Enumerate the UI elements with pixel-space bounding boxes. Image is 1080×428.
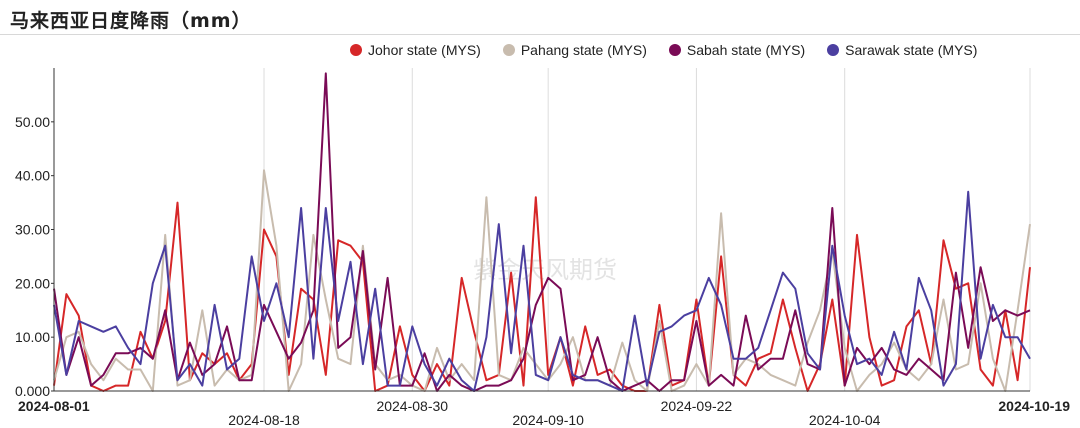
- title-divider: [0, 34, 1080, 35]
- y-tick-label-0: 0.000: [15, 383, 50, 399]
- legend-label-johor: Johor state (MYS): [368, 42, 481, 58]
- legend-item-johor[interactable]: Johor state (MYS): [350, 42, 481, 58]
- legend-marker-johor: [350, 44, 362, 56]
- legend-marker-pahang: [502, 44, 515, 56]
- grid-lines: [263, 68, 1031, 391]
- series-line-sabah: [53, 72, 1031, 392]
- series-line-johor: [53, 196, 1031, 392]
- y-tick-label-5: 50.00: [15, 114, 50, 130]
- axes: 0.000 10.00 20.00 30.00 40.00 50.00 2024-08-01…: [15, 68, 1070, 428]
- watermark-text: 紫金天风期货: [473, 256, 617, 284]
- legend-marker-sarawak: [827, 44, 840, 56]
- legend-marker-sabah: [668, 44, 681, 56]
- x-tick-label-0: 2024-08-01: [18, 398, 90, 414]
- legend-label-pahang: Pahang state (MYS): [520, 42, 647, 58]
- y-tick-label-1: 10.00: [15, 329, 50, 345]
- legend-label-sarawak: Sarawak state (MYS): [845, 42, 978, 58]
- x-tick-label-1: 2024-08-18: [228, 412, 300, 428]
- y-tick-label-3: 30.00: [15, 222, 50, 238]
- legend-item-sabah[interactable]: Sabah state (MYS): [668, 42, 806, 58]
- legend-label-sabah: Sabah state (MYS): [686, 42, 806, 58]
- x-tick-label-2: 2024-08-30: [376, 398, 448, 414]
- x-tick-label-6: 2024-10-19: [998, 398, 1070, 414]
- y-tick-label-2: 20.00: [15, 275, 50, 291]
- legend-item-sarawak[interactable]: Sarawak state (MYS): [827, 42, 977, 58]
- series-line-pahang: [53, 169, 1031, 392]
- x-tick-label-5: 2024-10-04: [809, 412, 881, 428]
- chart-title: 马来西亚日度降雨（mm）: [10, 10, 252, 32]
- series-lines: [53, 72, 1031, 392]
- legend-item-pahang[interactable]: Pahang state (MYS): [502, 42, 647, 58]
- x-tick-label-4: 2024-09-22: [661, 398, 733, 414]
- x-tick-label-3: 2024-09-10: [512, 412, 584, 428]
- y-tick-label-4: 40.00: [15, 168, 50, 184]
- series-line-sarawak: [53, 190, 1031, 392]
- chart-legend: Johor state (MYS) Pahang state (MYS) Sab…: [350, 42, 977, 58]
